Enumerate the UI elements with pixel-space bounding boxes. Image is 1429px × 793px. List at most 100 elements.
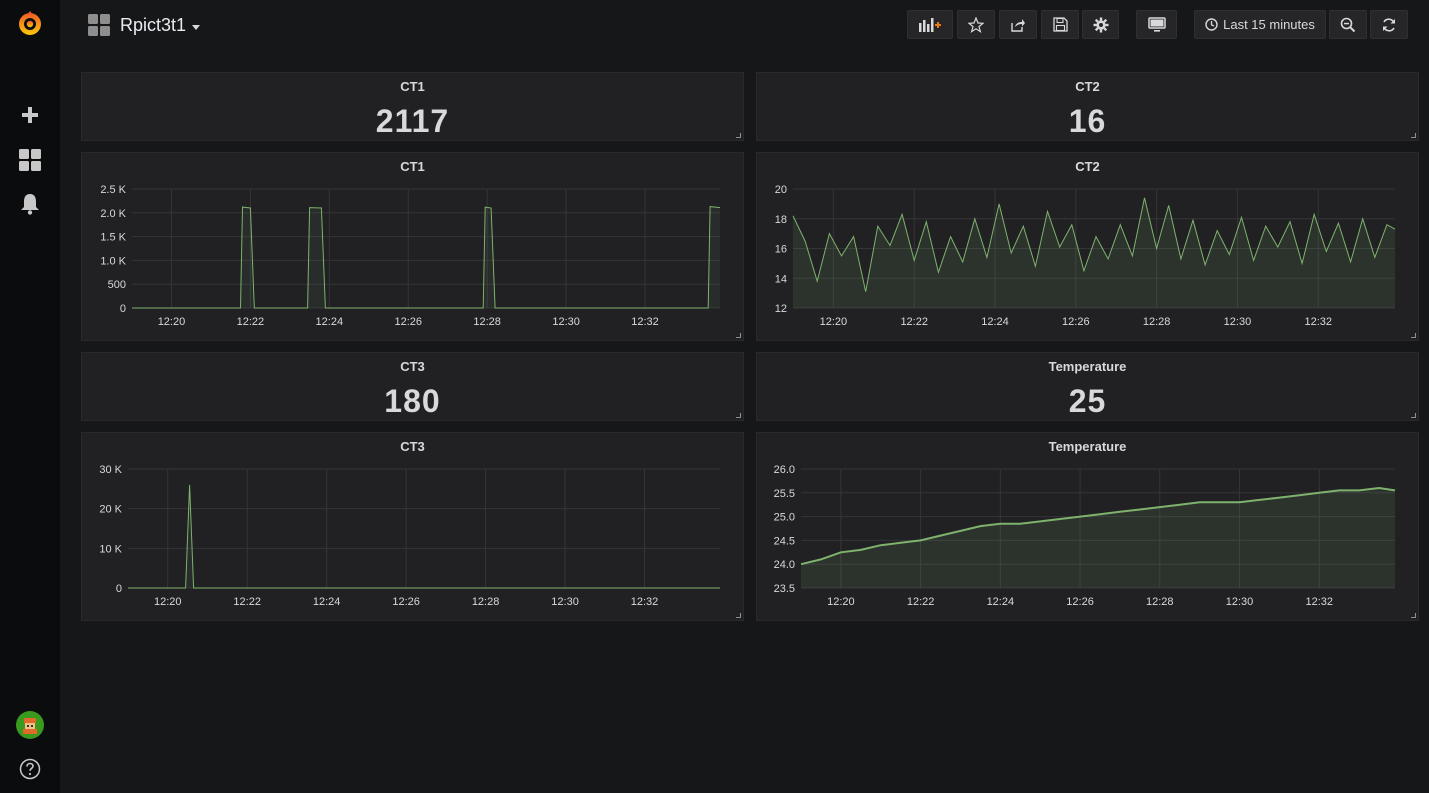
- x-tick-label: 12:22: [233, 596, 261, 608]
- singlestat-panel-ct2[interactable]: CT2 16: [756, 72, 1419, 141]
- settings-button[interactable]: [1082, 10, 1119, 39]
- y-tick-label: 25.5: [774, 488, 795, 500]
- x-tick-label: 12:28: [1146, 596, 1174, 608]
- resize-handle[interactable]: [736, 333, 741, 338]
- star-button[interactable]: [957, 10, 995, 39]
- tv-mode-button[interactable]: [1136, 10, 1177, 39]
- avatar[interactable]: [15, 710, 45, 740]
- graph-panel-ct3[interactable]: CT3 0 10 K 20 K 30 K 12:20 12:22 12:24 12:26 12:…: [81, 432, 744, 621]
- panel-title[interactable]: CT3: [400, 439, 425, 454]
- chevron-down-icon: [192, 24, 201, 30]
- time-range-label: Last 15 minutes: [1223, 17, 1315, 32]
- zoom-out-button[interactable]: [1329, 10, 1367, 39]
- x-tick-label: 12:26: [392, 596, 420, 608]
- page-title: Rpict3t1: [120, 14, 187, 35]
- y-tick-label: 20 K: [99, 504, 122, 516]
- series-line: [792, 197, 1396, 292]
- panel-title[interactable]: CT1: [400, 159, 425, 174]
- y-tick-label: 16: [775, 244, 787, 256]
- x-tick-label: 12:24: [987, 596, 1015, 608]
- resize-handle[interactable]: [736, 133, 741, 138]
- y-tick-label: 0: [116, 583, 122, 595]
- resize-handle[interactable]: [1411, 413, 1416, 418]
- panel-title[interactable]: CT2: [1075, 79, 1100, 94]
- y-tick-label: 2.0 K: [100, 208, 126, 220]
- y-tick-label: 23.5: [774, 583, 795, 595]
- plus-icon[interactable]: [15, 100, 45, 130]
- series-line: [132, 206, 721, 309]
- x-tick-label: 12:20: [827, 596, 855, 608]
- add-panel-icon: [919, 17, 941, 32]
- series-line: [800, 486, 1396, 566]
- monitor-icon: [1147, 16, 1166, 32]
- singlestat-panel-ct1[interactable]: CT1 2117: [81, 72, 744, 141]
- y-tick-label: 24.5: [774, 535, 795, 547]
- y-tick-label: 2.5 K: [100, 184, 126, 196]
- x-tick-label: 12:26: [1062, 316, 1090, 328]
- add-panel-button[interactable]: [907, 10, 953, 39]
- series-area: [128, 484, 720, 588]
- graph-panel-temperature[interactable]: Temperature 23.5 24.0 24.5 25.0 25.5 26.0 12:2…: [756, 432, 1419, 621]
- chart-ct1: 0 500 1.0 K 1.5 K 2.0 K 2.5 K 12:20 12:22 12:24 1…: [100, 184, 721, 328]
- panel-title[interactable]: CT1: [400, 79, 425, 94]
- y-tick-label: 24.0: [774, 559, 795, 571]
- x-tick-label: 12:32: [631, 596, 659, 608]
- stat-value: 25: [1068, 383, 1107, 419]
- refresh-button[interactable]: [1370, 10, 1408, 39]
- series-line: [128, 484, 720, 589]
- gear-icon: [1093, 17, 1108, 32]
- panel-title[interactable]: CT2: [1075, 159, 1100, 174]
- x-tick-label: 12:32: [631, 316, 659, 328]
- y-tick-label: 1.5 K: [100, 232, 126, 244]
- x-tick-label: 12:30: [552, 316, 580, 328]
- singlestat-panel-ct3[interactable]: CT3 180: [81, 352, 744, 421]
- refresh-icon: [1383, 17, 1395, 32]
- stat-value: 180: [384, 383, 441, 419]
- time-range-picker[interactable]: Last 15 minutes: [1194, 10, 1326, 39]
- share-button[interactable]: [999, 10, 1037, 39]
- x-tick-label: 12:24: [981, 316, 1009, 328]
- stat-value: 16: [1068, 103, 1107, 139]
- share-icon: [1011, 18, 1025, 32]
- chart-ct2: 12 14 16 18 20 12:20 12:22 12:24 12:26 12:28 12:30…: [775, 184, 1396, 328]
- y-tick-label: 26.0: [774, 464, 795, 476]
- stat-value: 2117: [375, 103, 450, 139]
- x-tick-label: 12:32: [1304, 316, 1332, 328]
- clock-icon: [1205, 18, 1218, 31]
- help-icon[interactable]: [15, 754, 45, 784]
- dashboard-title-picker[interactable]: Rpict3t1: [88, 12, 201, 38]
- save-button[interactable]: [1041, 10, 1079, 39]
- dashboard-navbar: Rpict3t1 Last 15 minutes: [60, 0, 1429, 60]
- y-tick-label: 18: [775, 214, 787, 226]
- panel-title[interactable]: Temperature: [1048, 439, 1127, 454]
- y-tick-label: 10 K: [99, 543, 122, 555]
- graph-panel-ct2[interactable]: CT2 12 14 16 18 20 12:20 12:22 12:24 12:26 12:28 1…: [756, 152, 1419, 341]
- y-tick-label: 0: [120, 303, 126, 315]
- x-tick-label: 12:22: [237, 316, 265, 328]
- resize-handle[interactable]: [1411, 133, 1416, 138]
- dashboards-icon[interactable]: [15, 145, 45, 175]
- panel-title[interactable]: CT3: [400, 359, 425, 374]
- bell-icon[interactable]: [15, 189, 45, 219]
- resize-handle[interactable]: [736, 613, 741, 618]
- series-area: [801, 488, 1395, 588]
- grafana-logo-icon[interactable]: [15, 8, 45, 38]
- x-tick-label: 12:20: [158, 316, 186, 328]
- y-tick-label: 20: [775, 184, 787, 196]
- panel-title[interactable]: Temperature: [1048, 359, 1127, 374]
- y-tick-label: 30 K: [99, 464, 122, 476]
- graph-panel-ct1[interactable]: CT1 0 500 1.0 K 1.5 K 2.0 K 2.5 K 12:20 12:22 12…: [81, 152, 744, 341]
- save-icon: [1052, 17, 1068, 32]
- resize-handle[interactable]: [736, 413, 741, 418]
- singlestat-panel-temperature[interactable]: Temperature 25: [756, 352, 1419, 421]
- x-tick-label: 12:20: [820, 316, 848, 328]
- x-tick-label: 12:32: [1305, 596, 1333, 608]
- x-tick-label: 12:24: [316, 316, 344, 328]
- x-tick-label: 12:28: [473, 316, 501, 328]
- y-tick-label: 500: [108, 279, 126, 291]
- chart-ct3: 0 10 K 20 K 30 K 12:20 12:22 12:24 12:26 12:28 12…: [99, 464, 720, 608]
- resize-handle[interactable]: [1411, 333, 1416, 338]
- y-tick-label: 1.0 K: [100, 255, 126, 267]
- x-tick-label: 12:26: [1066, 596, 1094, 608]
- resize-handle[interactable]: [1411, 613, 1416, 618]
